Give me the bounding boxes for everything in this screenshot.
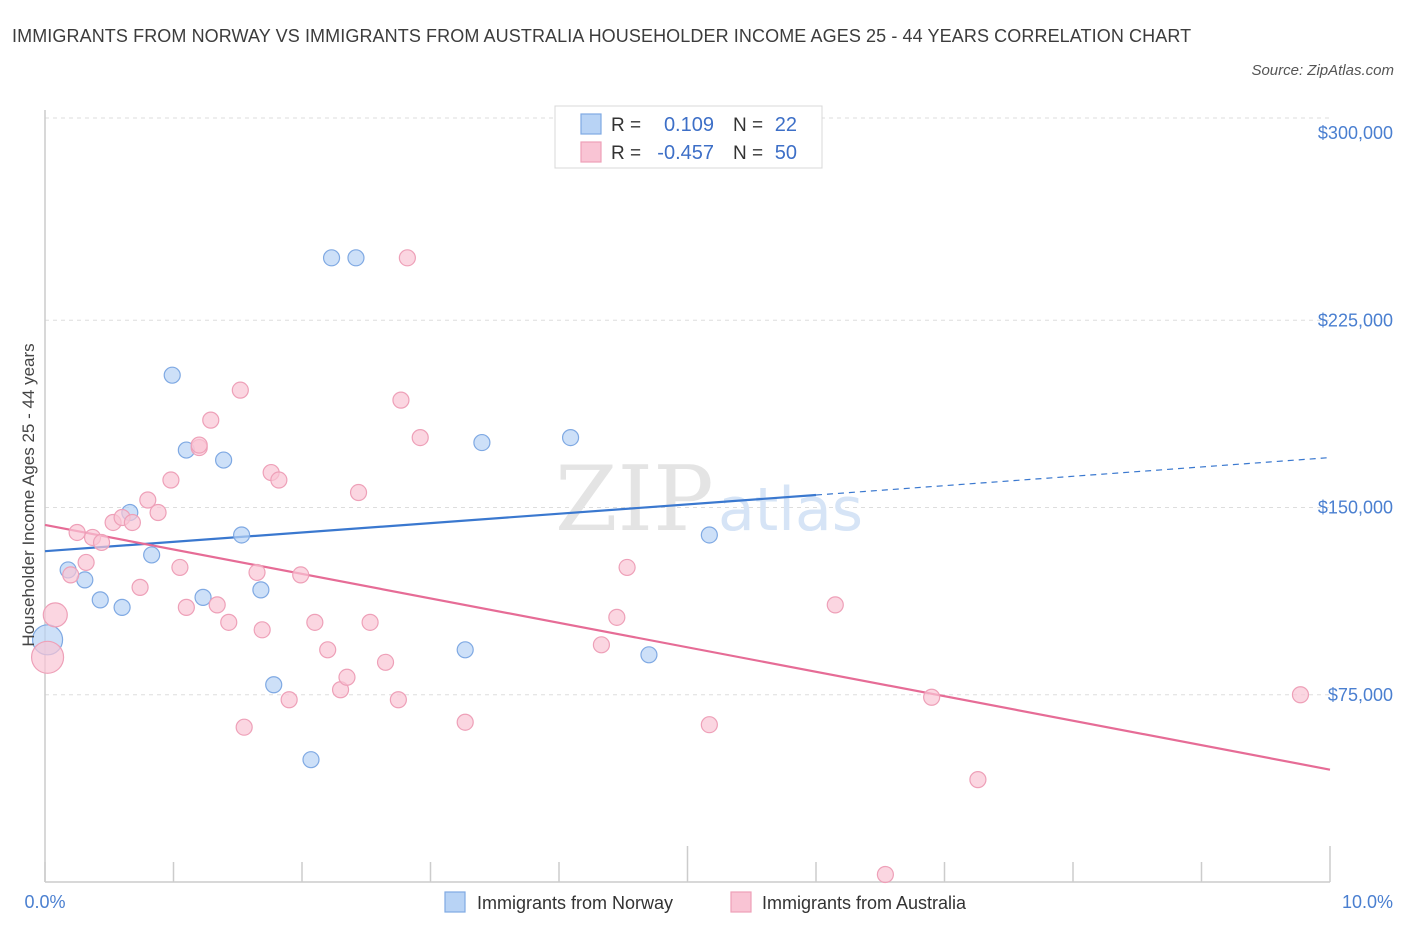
y-axis-label: Householder Income Ages 25 - 44 years — [19, 343, 38, 646]
point-norway-9 — [194, 588, 212, 606]
point-australia-21 — [231, 381, 249, 399]
chart-title: IMMIGRANTS FROM NORWAY VS IMMIGRANTS FRO… — [12, 26, 1192, 46]
legend-swatch-australia — [580, 141, 602, 163]
legend-r-value-australia: -0.457 — [657, 142, 714, 164]
point-australia-18 — [202, 411, 220, 429]
point-australia-34 — [361, 613, 379, 631]
point-australia-19 — [208, 596, 226, 614]
point-norway-18 — [473, 433, 491, 452]
legend-swatch-norway — [580, 113, 602, 135]
point-australia-41 — [592, 636, 611, 654]
point-norway-10 — [215, 451, 233, 469]
point-australia-15 — [177, 598, 195, 616]
point-australia-44 — [700, 716, 718, 734]
point-australia-23 — [248, 563, 266, 582]
legend-n-label-norway: N = — [733, 115, 763, 136]
point-australia-11 — [139, 491, 157, 509]
point-norway-21 — [700, 526, 718, 544]
point-norway-11 — [233, 526, 251, 544]
point-australia-4 — [77, 553, 95, 572]
point-australia-1 — [42, 602, 68, 628]
legend-r-value-norway: 0.109 — [664, 114, 714, 136]
y-tick-label-3: $300,000 — [1318, 123, 1393, 143]
x-tick-label-left: 0.0% — [24, 892, 65, 912]
point-australia-13 — [162, 471, 180, 489]
point-australia-14 — [171, 558, 189, 577]
legend-n-value-norway: 22 — [775, 114, 797, 136]
point-australia-26 — [270, 471, 288, 489]
point-australia-20 — [220, 613, 238, 631]
trend-line-australia — [44, 523, 1331, 771]
series-legend-label-australia: Immigrants from Australia — [762, 893, 967, 913]
trend-line-extension-norway — [815, 456, 1331, 496]
point-australia-17 — [190, 436, 208, 454]
point-australia-30 — [319, 641, 337, 659]
point-australia-2 — [62, 566, 80, 584]
point-australia-43 — [618, 558, 636, 577]
chart-source: Source: ZipAtlas.com — [1251, 62, 1394, 79]
point-australia-42 — [608, 608, 626, 626]
series-legend-label-norway: Immigrants from Norway — [477, 893, 673, 913]
point-australia-46 — [876, 865, 894, 884]
point-australia-27 — [280, 691, 298, 709]
point-norway-17 — [456, 641, 474, 659]
point-australia-48 — [969, 771, 987, 789]
point-norway-4 — [113, 598, 131, 616]
point-australia-40 — [456, 713, 474, 731]
point-australia-0 — [30, 640, 65, 674]
y-tick-label-2: $225,000 — [1318, 310, 1393, 330]
trend-line-norway — [44, 493, 817, 553]
watermark-zip: ZIP — [555, 447, 714, 552]
legend-r-label-australia: R = — [611, 143, 641, 164]
point-norway-15 — [322, 249, 341, 267]
point-norway-12 — [252, 581, 270, 599]
point-norway-14 — [302, 751, 320, 769]
series-legend: Immigrants from Norway Immigrants from A… — [444, 891, 967, 913]
point-australia-22 — [235, 718, 253, 736]
x-tick-label-right: 10.0% — [1342, 892, 1393, 912]
correlation-legend: R = 0.109 N = 22 R = -0.457 N = 50 — [554, 105, 823, 169]
watermark-atlas: atlas — [718, 475, 863, 545]
point-norway-3 — [91, 591, 109, 609]
y-tick-label-0: $75,000 — [1328, 685, 1393, 705]
point-australia-36 — [389, 691, 407, 709]
point-australia-33 — [349, 483, 368, 502]
point-australia-6 — [92, 533, 111, 552]
series-legend-swatch-norway — [444, 891, 466, 913]
point-norway-16 — [347, 249, 365, 267]
point-australia-28 — [292, 566, 310, 584]
point-australia-35 — [376, 653, 395, 671]
point-australia-29 — [306, 613, 324, 631]
point-australia-10 — [131, 578, 149, 596]
point-norway-19 — [561, 428, 580, 447]
point-norway-6 — [143, 546, 161, 564]
point-australia-9 — [123, 513, 141, 532]
point-australia-12 — [149, 503, 167, 522]
point-australia-45 — [826, 596, 844, 614]
point-norway-7 — [163, 366, 181, 384]
legend-r-label-norway: R = — [611, 115, 641, 136]
y-tick-label-1: $150,000 — [1318, 498, 1393, 518]
grid — [45, 117, 1330, 696]
point-australia-38 — [398, 249, 416, 267]
point-australia-37 — [392, 391, 410, 409]
point-australia-47 — [923, 688, 941, 706]
watermark: ZIP atlas — [555, 447, 863, 552]
data-points — [30, 249, 1310, 884]
legend-n-label-australia: N = — [733, 143, 763, 164]
point-norway-20 — [640, 646, 658, 664]
legend-n-value-australia: 50 — [775, 142, 797, 164]
point-australia-39 — [411, 428, 429, 447]
point-australia-32 — [338, 668, 356, 686]
point-australia-49 — [1291, 686, 1310, 704]
point-norway-13 — [265, 676, 283, 694]
axes: $75,000 $150,000 $225,000 $300,000 0.0% 10.0% — [24, 110, 1393, 912]
point-australia-24 — [253, 621, 271, 639]
point-australia-3 — [68, 523, 86, 542]
series-legend-swatch-australia — [730, 891, 752, 913]
